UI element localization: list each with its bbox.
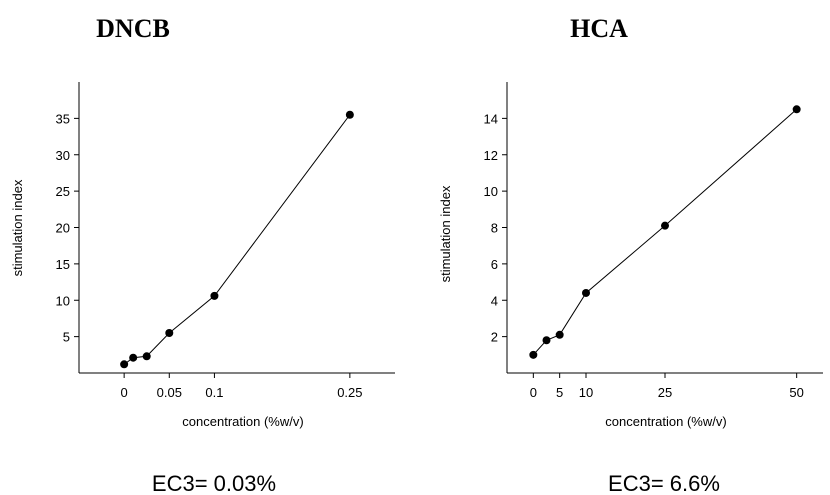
dncb-y-tick-label: 10	[56, 293, 70, 308]
dncb-ticks: 0 0.05 0.1 0.25 5 10 15 20 25 30 35	[56, 111, 363, 400]
hca-title: HCA	[570, 14, 628, 43]
dncb-y-tick-label: 35	[56, 111, 70, 126]
hca-y-axis-label: stimulation index	[438, 185, 453, 282]
hca-ec3-annotation: EC3= 6.6%	[608, 471, 720, 495]
hca-panel: HCA 0 5 10 25 50 2 4 6 8 10 12 14 concentration (%w…	[438, 14, 823, 495]
hca-y-tick-label: 4	[491, 293, 498, 308]
dncb-x-tick-label: 0.05	[157, 385, 182, 400]
dncb-y-tick-label: 20	[56, 221, 70, 236]
hca-x-tick-label: 25	[658, 385, 672, 400]
dncb-data-point	[120, 360, 129, 369]
dncb-x-tick-label: 0.1	[205, 385, 223, 400]
dncb-y-tick-label: 30	[56, 148, 70, 163]
dncb-x-axis-label: concentration (%w/v)	[182, 414, 303, 429]
hca-y-tick-label: 8	[491, 221, 498, 236]
hca-data-point	[529, 350, 538, 359]
dncb-axes	[78, 82, 395, 374]
dncb-series-line	[123, 114, 351, 365]
hca-data-point	[582, 288, 590, 297]
hca-x-tick-label: 50	[789, 385, 803, 400]
hca-data-point	[661, 221, 669, 230]
dncb-y-tick-label: 5	[63, 330, 70, 345]
hca-y-tick-label: 2	[491, 330, 498, 345]
dncb-y-axis-label: stimulation index	[10, 179, 25, 276]
dncb-data-point	[165, 328, 174, 337]
dncb-data-point	[345, 110, 354, 119]
hca-x-tick-label: 5	[556, 385, 563, 400]
hca-y-tick-label: 12	[484, 148, 498, 163]
dncb-x-tick-label: 0.25	[337, 385, 362, 400]
dncb-points	[120, 110, 354, 369]
dncb-ec3-annotation: EC3= 0.03%	[152, 471, 276, 495]
dncb-data-point	[142, 352, 151, 361]
dncb-data-point	[210, 291, 219, 300]
hca-x-tick-label: 0	[530, 385, 537, 400]
dncb-y-tick-label: 25	[56, 184, 70, 199]
hca-ticks: 0 5 10 25 50 2 4 6 8 10 12 14	[484, 111, 804, 400]
hca-y-tick-label: 6	[491, 257, 498, 272]
hca-y-tick-label: 14	[484, 111, 498, 126]
hca-x-tick-label: 10	[579, 385, 593, 400]
dncb-title: DNCB	[96, 14, 170, 43]
hca-data-point	[542, 336, 551, 345]
hca-y-tick-label: 10	[484, 184, 498, 199]
hca-data-point	[555, 330, 564, 339]
dncb-x-tick-label: 0	[121, 385, 128, 400]
hca-series-line	[532, 108, 797, 356]
dncb-panel: DNCB 0 0.05 0.1 0.25 5 10 15 20 25 30 35 concentra…	[10, 14, 395, 495]
dncb-y-tick-label: 15	[56, 257, 70, 272]
dncb-data-point	[129, 353, 138, 362]
hca-x-axis-label: concentration (%w/v)	[605, 414, 726, 429]
hca-data-point	[792, 105, 801, 114]
hca-points	[529, 105, 801, 359]
